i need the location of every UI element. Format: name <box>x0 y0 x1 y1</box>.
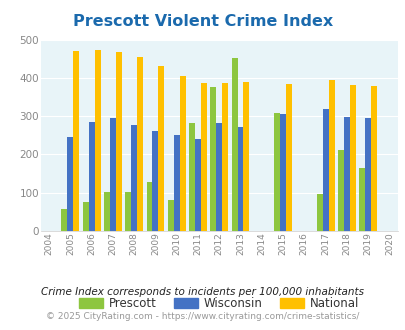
Bar <box>322 109 328 231</box>
Bar <box>131 125 137 231</box>
Bar <box>137 57 143 231</box>
Bar <box>167 200 173 231</box>
Bar <box>194 139 200 231</box>
Bar <box>243 82 249 231</box>
Bar <box>146 182 152 231</box>
Bar <box>94 50 100 231</box>
Legend: Prescott, Wisconsin, National: Prescott, Wisconsin, National <box>74 292 363 315</box>
Bar <box>237 127 243 231</box>
Bar <box>364 118 370 231</box>
Bar <box>158 66 164 231</box>
Bar <box>370 86 376 231</box>
Bar <box>358 168 364 231</box>
Text: © 2025 CityRating.com - https://www.cityrating.com/crime-statistics/: © 2025 CityRating.com - https://www.city… <box>46 312 359 321</box>
Bar <box>88 121 94 231</box>
Bar <box>231 58 237 231</box>
Bar <box>152 131 158 231</box>
Bar <box>349 85 355 231</box>
Bar <box>316 194 322 231</box>
Bar <box>61 209 67 231</box>
Bar <box>179 76 185 231</box>
Bar <box>328 80 334 231</box>
Text: Prescott Violent Crime Index: Prescott Violent Crime Index <box>72 14 333 29</box>
Bar <box>173 135 179 231</box>
Bar <box>110 118 115 231</box>
Bar <box>210 87 216 231</box>
Bar <box>189 123 194 231</box>
Bar <box>222 83 228 231</box>
Bar <box>115 52 122 231</box>
Text: Crime Index corresponds to incidents per 100,000 inhabitants: Crime Index corresponds to incidents per… <box>41 287 364 297</box>
Bar <box>73 51 79 231</box>
Bar <box>343 116 349 231</box>
Bar <box>83 202 88 231</box>
Bar <box>337 150 343 231</box>
Bar <box>125 192 131 231</box>
Bar <box>273 113 279 231</box>
Bar <box>285 84 291 231</box>
Bar <box>279 114 285 231</box>
Bar <box>67 137 73 231</box>
Bar <box>216 123 222 231</box>
Bar <box>104 192 110 231</box>
Bar <box>200 83 207 231</box>
